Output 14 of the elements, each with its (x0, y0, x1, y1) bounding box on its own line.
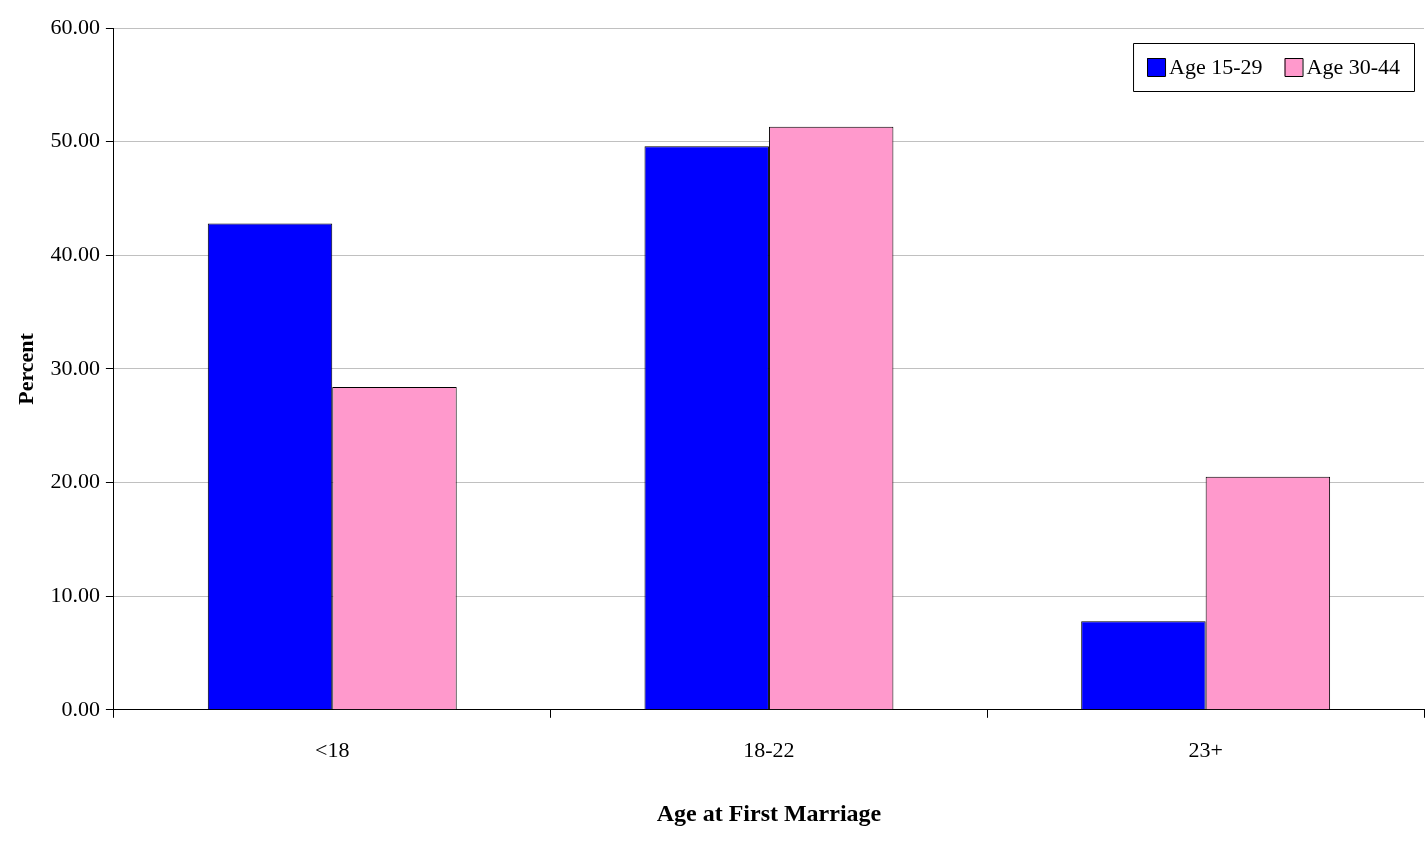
y-tick-label: 30.00 (50, 354, 100, 380)
x-axis-title: Age at First Marriage (656, 799, 882, 826)
y-tick-label: 60.00 (50, 13, 100, 39)
y-tick-label: 40.00 (50, 241, 100, 267)
y-axis-title: Percent (12, 332, 38, 405)
legend-label: Age 15-29 (1169, 53, 1263, 79)
y-tick-label: 50.00 (50, 127, 100, 153)
legend-label: Age 30-44 (1306, 53, 1401, 79)
x-tick-label: 18-22 (743, 736, 795, 762)
x-tick-label: 23+ (1188, 736, 1223, 762)
y-tick-label: 10.00 (50, 581, 100, 607)
y-tick-label: 20.00 (50, 468, 100, 494)
x-tick-label: <18 (315, 736, 350, 762)
y-tick-label: 0.00 (61, 695, 100, 721)
